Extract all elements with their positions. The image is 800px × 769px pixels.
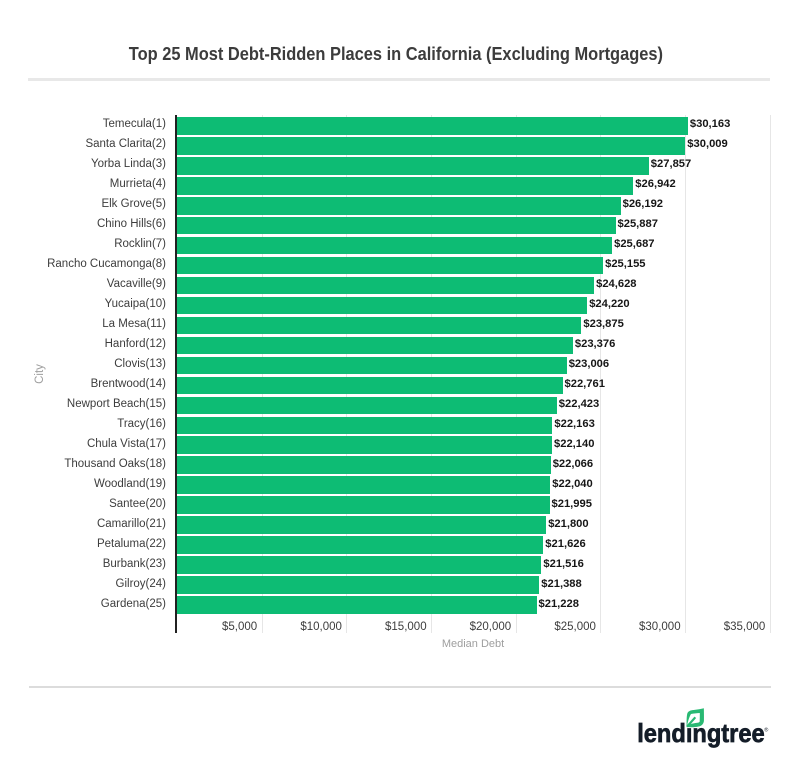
svg-text:lendıngtree: lendıngtree — [637, 718, 765, 748]
svg-text:®: ® — [764, 727, 768, 734]
